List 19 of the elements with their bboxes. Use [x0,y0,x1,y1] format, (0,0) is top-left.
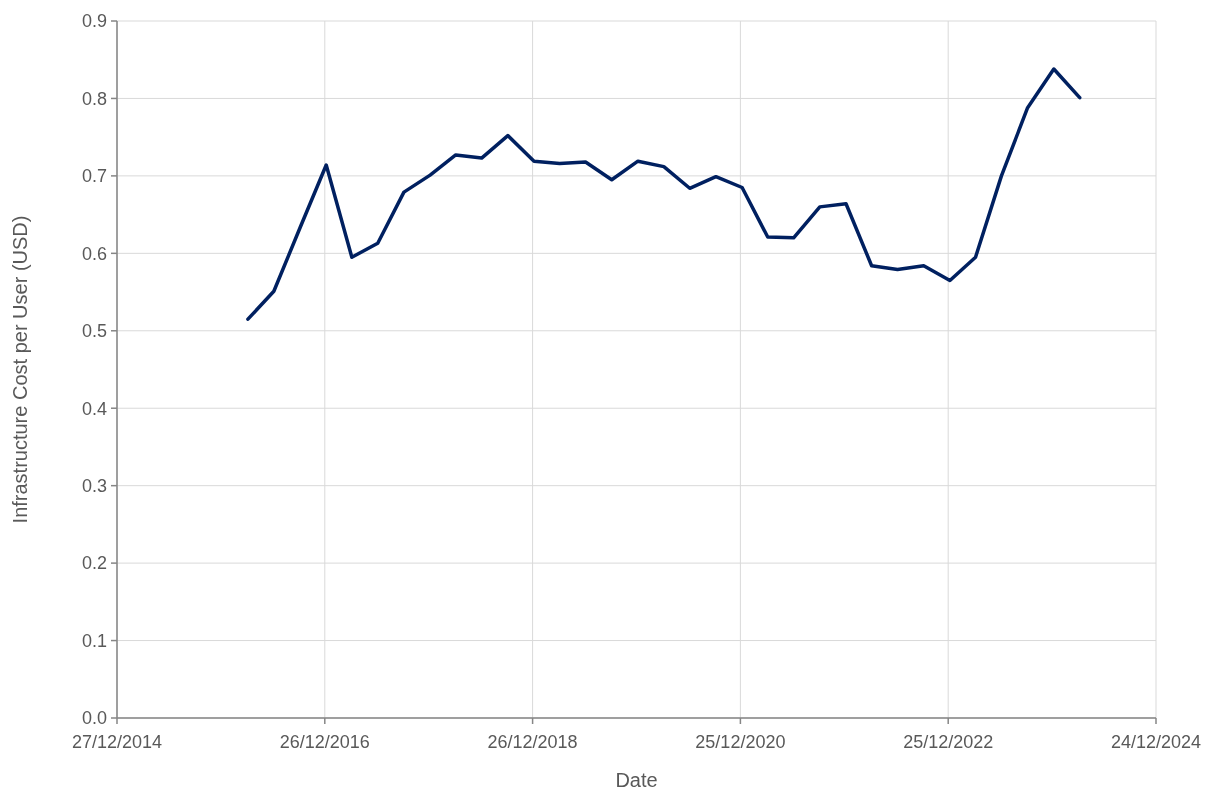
x-tick-label: 26/12/2018 [487,732,578,752]
x-tick-label: 25/12/2020 [695,732,786,752]
line-series [246,67,1082,321]
x-tick-label: 25/12/2022 [903,732,994,752]
y-axis-title: Infrastructure Cost per User (USD) [9,215,31,524]
y-tick-label: 0.0 [81,708,107,729]
y-tick-label: 0.1 [81,630,107,651]
y-tick-label: 0.5 [81,321,107,342]
y-tick-label: 0.9 [81,11,107,32]
x-tick-label: 26/12/2016 [279,732,370,752]
y-tick-label: 0.2 [81,553,107,574]
x-tick-label: 27/12/2014 [71,732,163,752]
x-axis-title: Date [615,769,658,791]
y-tick-label: 0.4 [81,398,107,419]
y-tick-label: 0.6 [81,243,107,264]
y-tick-label: 0.8 [81,88,107,109]
x-tick-label: 24/12/2024 [1110,732,1202,752]
y-tick-label: 0.7 [81,166,107,187]
y-tick-label: 0.3 [81,475,107,496]
